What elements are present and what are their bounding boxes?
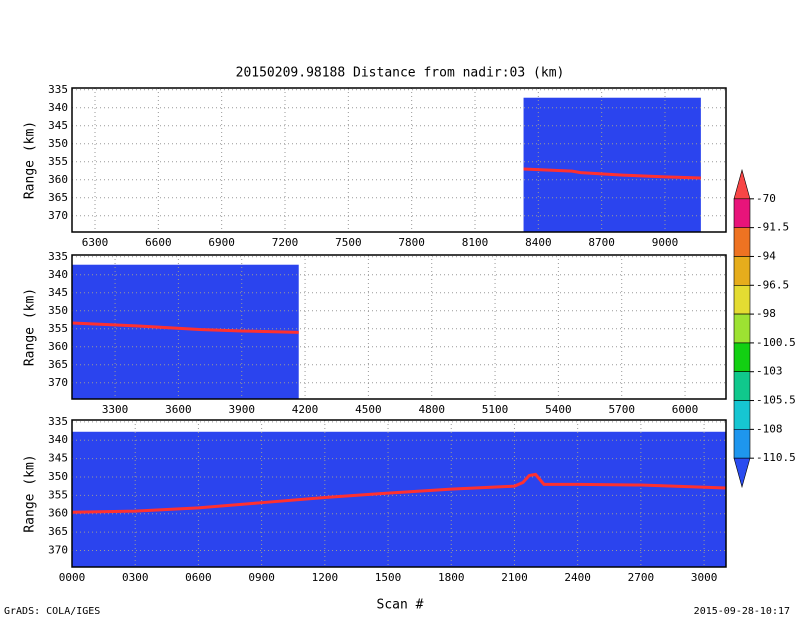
x-tick-label: 5400	[545, 403, 572, 416]
y-tick-label: 360	[48, 507, 68, 520]
x-tick-label: 0300	[122, 571, 149, 584]
colorbar-swatch	[733, 313, 751, 344]
signal-region	[523, 97, 701, 232]
x-tick-label: 2100	[501, 571, 528, 584]
x-tick-label: 3900	[228, 403, 255, 416]
y-tick-label: 345	[48, 286, 68, 299]
x-tick-label: 4500	[355, 403, 382, 416]
y-tick-label: 365	[48, 358, 68, 371]
surface-line	[523, 167, 701, 180]
signal-region	[72, 431, 726, 567]
colorbar-swatch	[733, 400, 751, 430]
y-tick-label: 340	[48, 433, 68, 446]
colorbar-label: -96.5	[756, 278, 789, 291]
x-tick-label: 2700	[628, 571, 655, 584]
plot-frame	[71, 254, 727, 400]
y-axis-label: Range (km)	[23, 121, 38, 199]
y-tick-label: 365	[48, 191, 68, 204]
colorbar-label: -103	[756, 365, 783, 378]
x-tick-label: 0900	[248, 571, 275, 584]
x-tick-label: 5700	[608, 403, 635, 416]
y-tick-label: 360	[48, 340, 68, 353]
y-axis-label: Range (km)	[23, 454, 38, 532]
x-tick-label: 0000	[59, 571, 86, 584]
colorbar-swatch	[733, 342, 751, 373]
x-tick-label: 3300	[102, 403, 129, 416]
y-tick-label: 345	[48, 452, 68, 465]
x-tick-label: 2400	[564, 571, 591, 584]
x-tick-label: 0600	[185, 571, 212, 584]
x-tick-label: 1800	[438, 571, 465, 584]
y-tick-label: 370	[48, 376, 68, 389]
credit: GrADS: COLA/IGES	[4, 606, 100, 617]
colorbar-swatch	[733, 371, 751, 401]
colorbar-swatch	[733, 284, 751, 315]
x-tick-label: 8700	[588, 236, 615, 249]
x-tick-label: 3600	[165, 403, 192, 416]
colorbar-label: -108	[756, 422, 783, 435]
x-tick-label: 3000	[691, 571, 718, 584]
x-tick-label: 8100	[462, 236, 489, 249]
x-tick-label: 9000	[652, 236, 679, 249]
y-tick-label: 335	[48, 83, 68, 96]
y-tick-label: 355	[48, 155, 68, 168]
y-tick-label: 350	[48, 137, 68, 150]
timestamp: 2015-09-28-10:17	[694, 606, 790, 617]
y-tick-label: 340	[48, 268, 68, 281]
y-tick-label: 370	[48, 543, 68, 556]
y-tick-label: 340	[48, 101, 68, 114]
y-tick-label: 335	[48, 250, 68, 263]
plot-frame	[71, 87, 727, 233]
colorbar-swatch	[733, 429, 751, 459]
colorbar-label: -105.5	[756, 394, 796, 407]
y-tick-label: 365	[48, 525, 68, 538]
y-tick-label: 350	[48, 304, 68, 317]
colorbar-label: -91.5	[756, 221, 789, 234]
y-tick-label: 370	[48, 209, 68, 222]
y-axis-label: Range (km)	[23, 288, 38, 366]
colorbar-label: -110.5	[756, 451, 796, 464]
y-tick-label: 345	[48, 119, 68, 132]
x-tick-label: 1500	[375, 571, 402, 584]
x-tick-label: 8400	[525, 236, 552, 249]
x-tick-label: 6900	[208, 236, 235, 249]
colorbar-label: -100.5	[756, 336, 796, 349]
colorbar-swatch	[733, 256, 751, 286]
y-tick-label: 355	[48, 322, 68, 335]
plot-frame	[71, 419, 727, 568]
y-tick-label: 355	[48, 488, 68, 501]
x-tick-label: 4200	[292, 403, 319, 416]
colorbar-label: -70	[756, 192, 776, 205]
surface-line	[71, 472, 727, 514]
x-tick-label: 6600	[145, 236, 172, 249]
x-tick-label: 6300	[82, 236, 109, 249]
chart-title: 20150209.98188 Distance from nadir:03 (k…	[236, 66, 565, 81]
colorbar-swatch	[733, 457, 751, 489]
x-tick-label: 1200	[312, 571, 339, 584]
x-tick-label: 5100	[482, 403, 509, 416]
x-tick-label: 7800	[398, 236, 425, 249]
y-tick-label: 350	[48, 470, 68, 483]
colorbar-label: -98	[756, 307, 776, 320]
y-tick-label: 335	[48, 415, 68, 428]
colorbar-swatch	[733, 198, 751, 228]
y-tick-label: 360	[48, 173, 68, 186]
x-tick-label: 7200	[272, 236, 299, 249]
x-tick-label: 4800	[418, 403, 445, 416]
surface-line	[71, 321, 299, 334]
x-tick-label: 7500	[335, 236, 362, 249]
colorbar-swatch	[733, 227, 751, 257]
x-tick-label: 6000	[672, 403, 699, 416]
x-axis-label: Scan #	[377, 598, 424, 613]
colorbar-label: -94	[756, 249, 776, 262]
